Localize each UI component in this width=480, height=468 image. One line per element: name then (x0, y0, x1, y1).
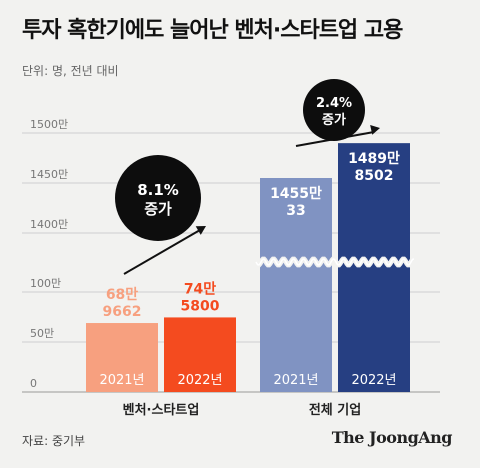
y-tick-label: 100만 (30, 277, 61, 290)
y-tick-label: 50만 (30, 327, 54, 340)
y-tick-label: 1400만 (30, 218, 68, 231)
bar-value-label: 33 (286, 203, 305, 219)
bar-year-label: 2021년 (99, 373, 144, 388)
source-note: 자료: 중기부 (22, 434, 86, 448)
group-label: 전체 기업 (309, 402, 361, 418)
bar-year-label: 2021년 (273, 373, 318, 388)
bar (164, 317, 236, 392)
bar-value-label: 8502 (355, 168, 394, 184)
bar-value-label: 9662 (103, 304, 142, 320)
change-word: 증가 (144, 200, 172, 218)
chart-title: 투자 혹한기에도 늘어난 벤처·스타트업 고용 (22, 18, 403, 43)
bar (86, 323, 158, 392)
bar-value-label: 1489만 (348, 151, 400, 167)
change-bubble (303, 79, 365, 141)
bar (338, 143, 410, 392)
y-tick-label: 1450만 (30, 168, 68, 181)
change-arrow-line (123, 229, 201, 275)
bar-year-label: 2022년 (351, 373, 396, 388)
change-word: 증가 (322, 113, 346, 128)
y-tick-label: 0 (30, 377, 37, 390)
bar-value-label: 1455만 (270, 186, 322, 202)
group-label: 벤처·스타트업 (123, 402, 200, 418)
brand-logo: The JoongAng (331, 428, 453, 447)
unit-note: 단위: 명, 전년 대비 (22, 64, 119, 78)
axis-break-wave (255, 258, 414, 266)
bar-year-label: 2022년 (177, 373, 222, 388)
change-arrow-head (370, 124, 380, 135)
bar-value-label: 5800 (181, 298, 220, 314)
change-percent: 8.1% (137, 181, 179, 199)
bar-value-label: 74만 (184, 281, 216, 297)
change-arrow-head (195, 226, 206, 235)
change-percent: 2.4% (316, 96, 352, 111)
y-tick-label: 1500만 (30, 118, 68, 131)
bar (260, 177, 332, 392)
change-bubble (115, 155, 201, 241)
bar-value-label: 68만 (106, 287, 138, 303)
